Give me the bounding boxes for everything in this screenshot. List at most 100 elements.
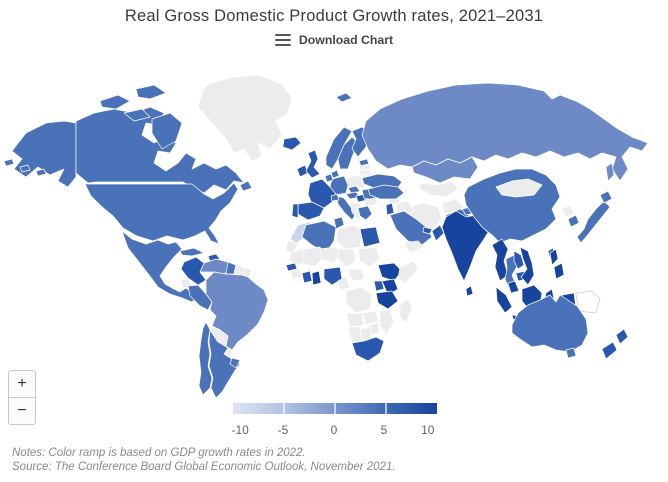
map-zoom-controls: + − bbox=[8, 370, 36, 425]
country-kenya[interactable] bbox=[381, 278, 399, 296]
country-argentina[interactable] bbox=[208, 329, 241, 399]
island-hokkaido[interactable] bbox=[599, 190, 613, 204]
country-saudi-arabia[interactable] bbox=[389, 210, 433, 246]
country-new-zealand-south[interactable] bbox=[601, 341, 618, 360]
country-senegal[interactable] bbox=[285, 262, 298, 272]
island-aleutian-2[interactable] bbox=[19, 164, 31, 173]
country-chad[interactable] bbox=[337, 248, 357, 268]
country-guinea[interactable] bbox=[289, 268, 303, 280]
country-uganda[interactable] bbox=[373, 280, 385, 292]
country-mongolia[interactable] bbox=[495, 178, 543, 198]
country-nigeria[interactable] bbox=[323, 266, 343, 286]
region-uzbekistan-turkmenistan[interactable] bbox=[419, 180, 459, 198]
country-india[interactable] bbox=[441, 210, 491, 282]
country-new-zealand-north[interactable] bbox=[615, 328, 629, 345]
country-dr-congo[interactable] bbox=[345, 286, 373, 314]
country-greece[interactable] bbox=[357, 205, 373, 221]
country-turkey[interactable] bbox=[367, 184, 405, 200]
country-mexico[interactable] bbox=[121, 230, 199, 303]
country-algeria[interactable] bbox=[301, 220, 337, 254]
legend-tick: 5 bbox=[380, 423, 388, 437]
legend-tick: -5 bbox=[277, 423, 289, 437]
island-baffin[interactable] bbox=[151, 112, 183, 150]
island-sri-lanka[interactable] bbox=[465, 285, 474, 297]
country-united-states[interactable] bbox=[84, 182, 239, 245]
country-laos[interactable] bbox=[513, 250, 525, 270]
notes-line: Notes: Color ramp is based on GDP growth… bbox=[12, 447, 306, 459]
country-mozambique[interactable] bbox=[379, 308, 395, 336]
country-iceland[interactable] bbox=[282, 136, 302, 151]
country-zambia[interactable] bbox=[361, 310, 379, 326]
download-chart-button[interactable]: Download Chart bbox=[0, 31, 668, 49]
chart-title: Real Gross Domestic Product Growth rates… bbox=[124, 7, 544, 25]
country-uae[interactable] bbox=[422, 226, 433, 235]
region-levant[interactable] bbox=[385, 202, 395, 216]
country-czechia[interactable] bbox=[347, 185, 361, 195]
country-philippines-south[interactable] bbox=[553, 262, 565, 280]
country-brazil[interactable] bbox=[205, 271, 269, 351]
country-ethiopia[interactable] bbox=[377, 262, 403, 282]
country-angola[interactable] bbox=[345, 312, 365, 328]
country-denmark[interactable] bbox=[330, 169, 340, 179]
island-canada-arctic-2[interactable] bbox=[135, 84, 167, 100]
country-ghana[interactable] bbox=[311, 270, 322, 286]
island-madagascar[interactable] bbox=[399, 298, 413, 324]
country-peru[interactable] bbox=[187, 284, 213, 311]
download-chart-label: Download Chart bbox=[298, 33, 394, 47]
country-benelux[interactable] bbox=[324, 173, 334, 183]
country-libya[interactable] bbox=[335, 224, 363, 250]
hamburger-icon bbox=[274, 33, 291, 47]
country-united-kingdom[interactable] bbox=[305, 149, 321, 179]
country-vietnam[interactable] bbox=[519, 246, 535, 286]
island-sakhalin[interactable] bbox=[605, 162, 615, 182]
color-legend: -10 -5 0 5 10 bbox=[231, 401, 437, 438]
island-canada-arctic-3[interactable] bbox=[123, 108, 151, 122]
island-newfoundland[interactable] bbox=[239, 180, 253, 192]
country-france[interactable] bbox=[307, 178, 337, 209]
island-aleutian-1[interactable] bbox=[3, 158, 15, 167]
country-malaysia[interactable] bbox=[507, 280, 520, 294]
chart-notes: Notes: Color ramp is based on GDP growth… bbox=[12, 446, 396, 474]
country-kazakhstan[interactable] bbox=[411, 156, 479, 184]
zoom-out-button[interactable]: − bbox=[8, 397, 36, 425]
legend-tick: 10 bbox=[421, 423, 435, 437]
country-north-korea[interactable] bbox=[561, 204, 575, 218]
country-italy[interactable] bbox=[335, 195, 357, 221]
world-map[interactable] bbox=[0, 57, 668, 407]
source-line: Source: The Conference Board Global Econ… bbox=[12, 461, 396, 473]
country-mali[interactable] bbox=[301, 246, 325, 268]
legend-tick: 0 bbox=[330, 423, 338, 437]
zoom-in-button[interactable]: + bbox=[8, 370, 36, 398]
island-tasmania[interactable] bbox=[565, 347, 577, 359]
country-south-africa[interactable] bbox=[351, 336, 385, 362]
country-switzerland[interactable] bbox=[330, 193, 340, 202]
country-tunisia[interactable] bbox=[333, 216, 345, 230]
country-yemen[interactable] bbox=[403, 240, 425, 254]
country-central-african-republic[interactable] bbox=[347, 268, 365, 282]
country-uruguay[interactable] bbox=[229, 357, 241, 369]
country-australia[interactable] bbox=[511, 294, 589, 353]
island-aleutian-3[interactable] bbox=[35, 168, 47, 177]
legend-tick-labels: -10 -5 0 5 10 bbox=[231, 423, 437, 438]
country-south-korea[interactable] bbox=[567, 214, 580, 228]
country-japan[interactable] bbox=[576, 200, 611, 244]
island-svalbard[interactable] bbox=[335, 92, 353, 103]
country-tanzania[interactable] bbox=[375, 290, 399, 310]
country-portugal[interactable] bbox=[291, 203, 299, 219]
country-cuba[interactable] bbox=[179, 247, 205, 257]
country-ivory-coast[interactable] bbox=[301, 270, 313, 284]
country-alaska[interactable] bbox=[11, 120, 77, 188]
country-somalia[interactable] bbox=[397, 260, 419, 284]
country-chile[interactable] bbox=[198, 321, 213, 396]
country-philippines-north[interactable] bbox=[549, 248, 559, 266]
country-greenland[interactable] bbox=[197, 74, 293, 162]
country-bulgaria[interactable] bbox=[363, 197, 379, 207]
country-egypt[interactable] bbox=[359, 226, 381, 248]
country-sudan[interactable] bbox=[357, 246, 381, 268]
country-russia[interactable] bbox=[361, 82, 649, 182]
country-cameroon[interactable] bbox=[337, 276, 351, 292]
island-sumatra[interactable] bbox=[495, 286, 513, 314]
country-niger[interactable] bbox=[319, 246, 343, 264]
island-canada-arctic-1[interactable] bbox=[99, 94, 131, 110]
